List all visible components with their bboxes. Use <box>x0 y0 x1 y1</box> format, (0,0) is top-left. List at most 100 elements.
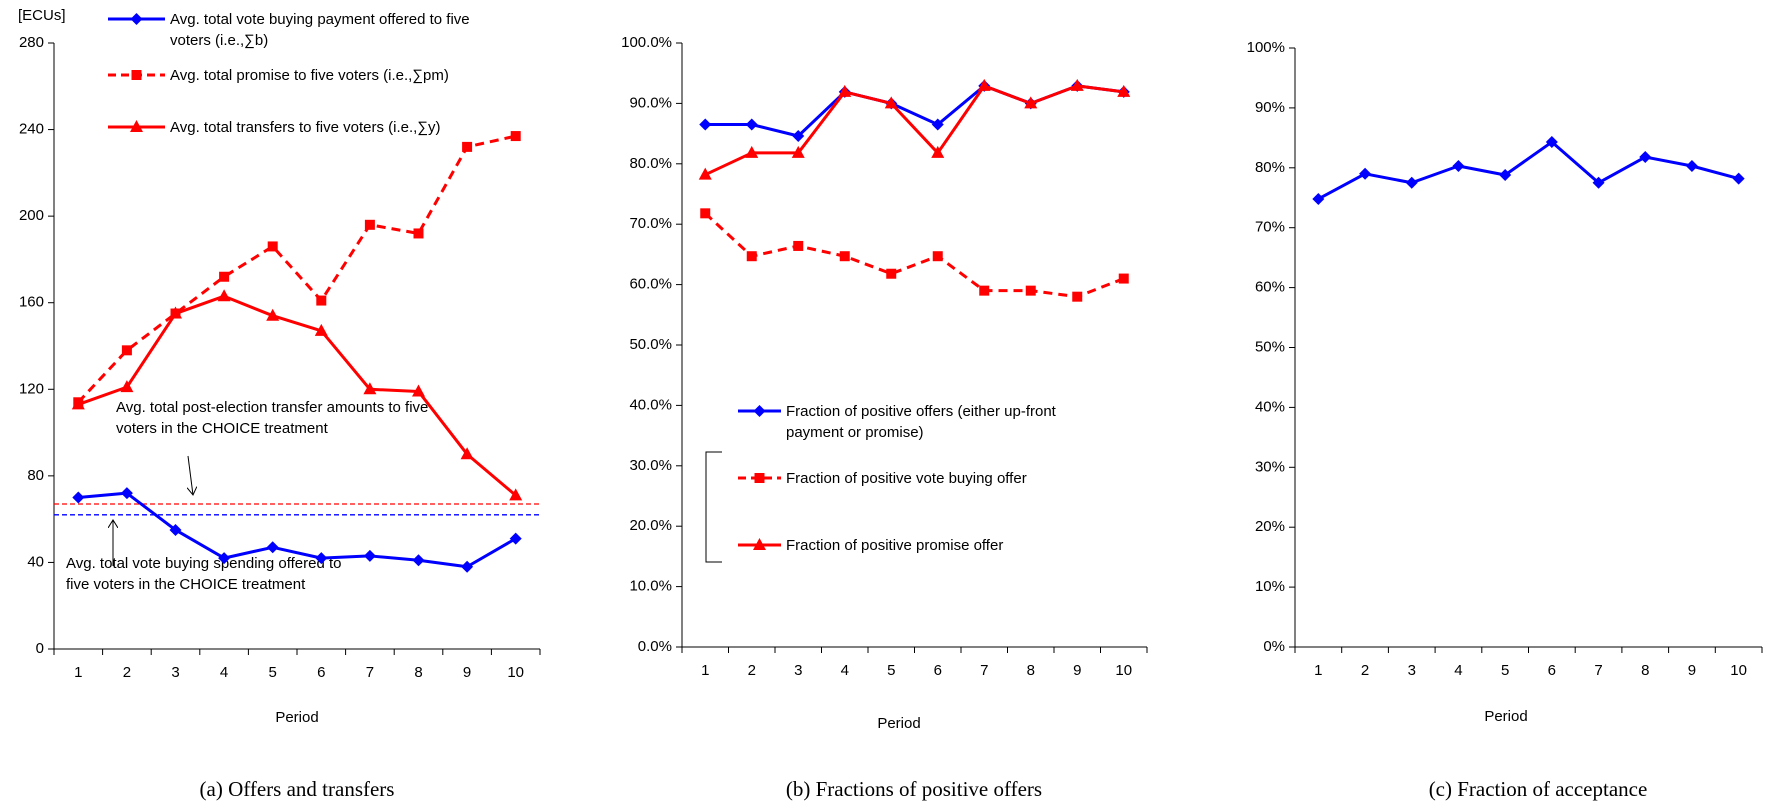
x-tick-label: 7 <box>1594 662 1602 679</box>
annotation-box: Avg. total vote buying spending offered … <box>66 555 342 593</box>
data-point <box>1117 84 1131 97</box>
data-point <box>1118 273 1129 284</box>
caption: (a) Offers and transfers <box>200 777 395 801</box>
data-point <box>169 306 182 319</box>
x-axis-label: Period <box>1484 708 1527 725</box>
y-tick-label: 70.0% <box>629 215 672 232</box>
caption: (b) Fractions of positive offers <box>786 777 1042 801</box>
x-tick-label: 1 <box>74 664 82 681</box>
series-line <box>704 212 1125 299</box>
data-point <box>1639 151 1652 164</box>
y-tick-label: 50% <box>1255 338 1285 355</box>
x-tick-label: 6 <box>934 662 942 679</box>
legend-label-box: Fraction of positive promise offer <box>786 537 1003 554</box>
data-point <box>1070 78 1084 91</box>
legend-label-box: Fraction of positive offers (either up-f… <box>786 403 1056 441</box>
legend-bracket <box>705 451 722 563</box>
x-tick-label: 6 <box>317 664 325 681</box>
legend-label-box: Avg. total vote buying payment offered t… <box>170 10 470 49</box>
data-point <box>461 560 474 573</box>
data-point <box>120 380 134 393</box>
caption: (c) Fraction of acceptance <box>1429 777 1648 801</box>
data-point <box>169 523 182 536</box>
data-point <box>886 268 897 279</box>
data-point <box>462 141 473 152</box>
data-point <box>315 552 328 565</box>
y-tick-label: 30% <box>1255 458 1285 475</box>
x-tick-label: 7 <box>980 662 988 679</box>
data-point <box>217 289 231 302</box>
x-tick-label: 7 <box>366 664 374 681</box>
data-point <box>745 118 758 131</box>
y-tick-label: 40.0% <box>629 396 672 413</box>
annotation-box: Avg. total post-election transfer amount… <box>116 399 428 437</box>
series-line <box>78 491 517 569</box>
y-tick-label: 60% <box>1255 279 1285 296</box>
x-tick-label: 2 <box>1361 662 1369 679</box>
y-tick-label: 160 <box>19 294 44 311</box>
legend-label: Avg. total vote buying payment offered t… <box>170 10 470 49</box>
legend-marker <box>754 473 765 483</box>
y-tick-label: 0 <box>36 640 44 657</box>
data-point <box>1545 136 1558 149</box>
series-line <box>704 84 1124 177</box>
data-point <box>412 554 425 567</box>
x-tick-label: 9 <box>1073 662 1081 679</box>
x-tick-label: 3 <box>1408 662 1416 679</box>
data-point <box>699 118 712 131</box>
y-tick-label: 20% <box>1255 518 1285 535</box>
data-point <box>884 96 898 109</box>
data-point <box>1592 176 1605 189</box>
data-point <box>509 532 522 545</box>
data-point <box>1685 160 1698 173</box>
data-point <box>977 78 991 91</box>
y-tick-label: 30.0% <box>629 457 672 474</box>
data-point <box>1024 96 1038 109</box>
y-tick-label: 40% <box>1255 398 1285 415</box>
y-tick-label: 100% <box>1247 39 1285 56</box>
data-point <box>698 167 712 180</box>
x-tick-label: 10 <box>507 664 524 681</box>
legend-marker <box>131 70 142 80</box>
data-point <box>316 295 327 306</box>
legend-marker <box>753 405 766 417</box>
y-tick-label: 80.0% <box>629 155 672 172</box>
x-tick-label: 4 <box>841 662 849 679</box>
data-point <box>510 131 521 142</box>
y-tick-label: 200 <box>19 207 44 224</box>
legend-label-box: Avg. total transfers to five voters (i.e… <box>170 119 441 136</box>
data-point <box>72 491 85 504</box>
data-point <box>1312 192 1325 205</box>
x-tick-label: 10 <box>1115 662 1132 679</box>
x-tick-label: 5 <box>269 664 277 681</box>
data-point <box>266 541 279 554</box>
x-axis-label: Period <box>275 709 318 726</box>
y-tick-label: 90% <box>1255 99 1285 116</box>
data-point <box>1025 285 1036 296</box>
legend-label-box: Avg. total promise to five voters (i.e.,… <box>170 66 449 84</box>
y-tick-label: 80 <box>27 467 44 484</box>
legend-label: Avg. total promise to five voters (i.e.,… <box>170 66 449 84</box>
x-tick-label: 1 <box>1314 662 1322 679</box>
data-point <box>120 487 133 500</box>
y-tick-label: 40 <box>27 553 44 570</box>
data-point <box>266 308 280 321</box>
x-tick-label: 5 <box>887 662 895 679</box>
data-point <box>792 130 805 143</box>
annotation: Avg. total vote buying spending offered … <box>66 555 342 593</box>
data-point <box>931 118 944 131</box>
x-tick-label: 9 <box>1688 662 1696 679</box>
x-tick-label: 1 <box>701 662 709 679</box>
x-tick-label: 3 <box>171 664 179 681</box>
series-line <box>77 294 517 497</box>
y-axis-label: [ECUs] <box>18 7 66 24</box>
data-point <box>1359 167 1372 180</box>
x-tick-label: 2 <box>748 662 756 679</box>
data-point <box>218 552 231 565</box>
data-point <box>931 145 945 158</box>
x-tick-label: 4 <box>220 664 228 681</box>
data-point <box>363 382 377 395</box>
y-tick-label: 70% <box>1255 219 1285 236</box>
y-tick-label: 280 <box>19 34 44 51</box>
